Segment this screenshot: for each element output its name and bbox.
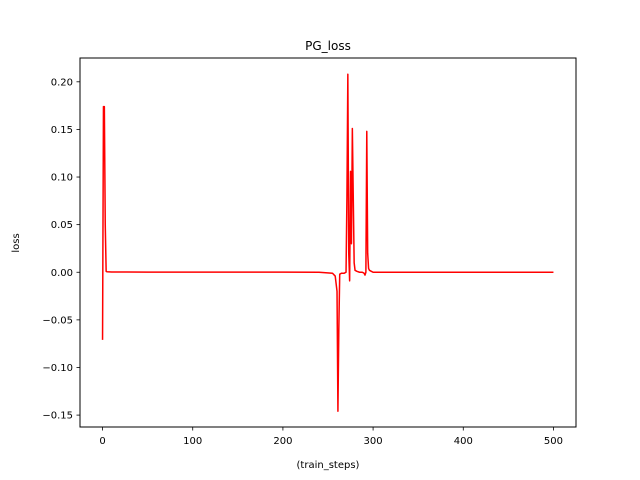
plot-area [101,73,554,413]
y-tick-label: −0.10 [42,363,73,374]
y-axis-title: loss [11,233,22,252]
series-line-0 [101,73,554,413]
y-tick-label: 0.00 [51,268,73,279]
x-tick-label: 100 [183,436,202,447]
chart-title: PG_loss [305,39,351,53]
y-tick-label: 0.05 [51,220,73,231]
y-tick-label: −0.15 [42,411,73,422]
x-axis-title: (train_steps) [297,460,360,471]
x-tick-label: 300 [364,436,383,447]
axes-frame [79,57,577,428]
y-tick-label: −0.05 [42,315,73,326]
x-tick-label: 500 [544,436,563,447]
y-tick-label: 0.10 [51,173,73,184]
y-tick-label: 0.20 [51,77,73,88]
y-tick-label: 0.15 [51,125,73,136]
x-tick-label: 0 [99,436,105,447]
axis-ticks: 0 100 200 300 400 500 −0.15 −0.10 −0.05 0.00 0.05 0… [42,77,563,447]
x-tick-label: 200 [273,436,292,447]
x-tick-label: 400 [454,436,473,447]
